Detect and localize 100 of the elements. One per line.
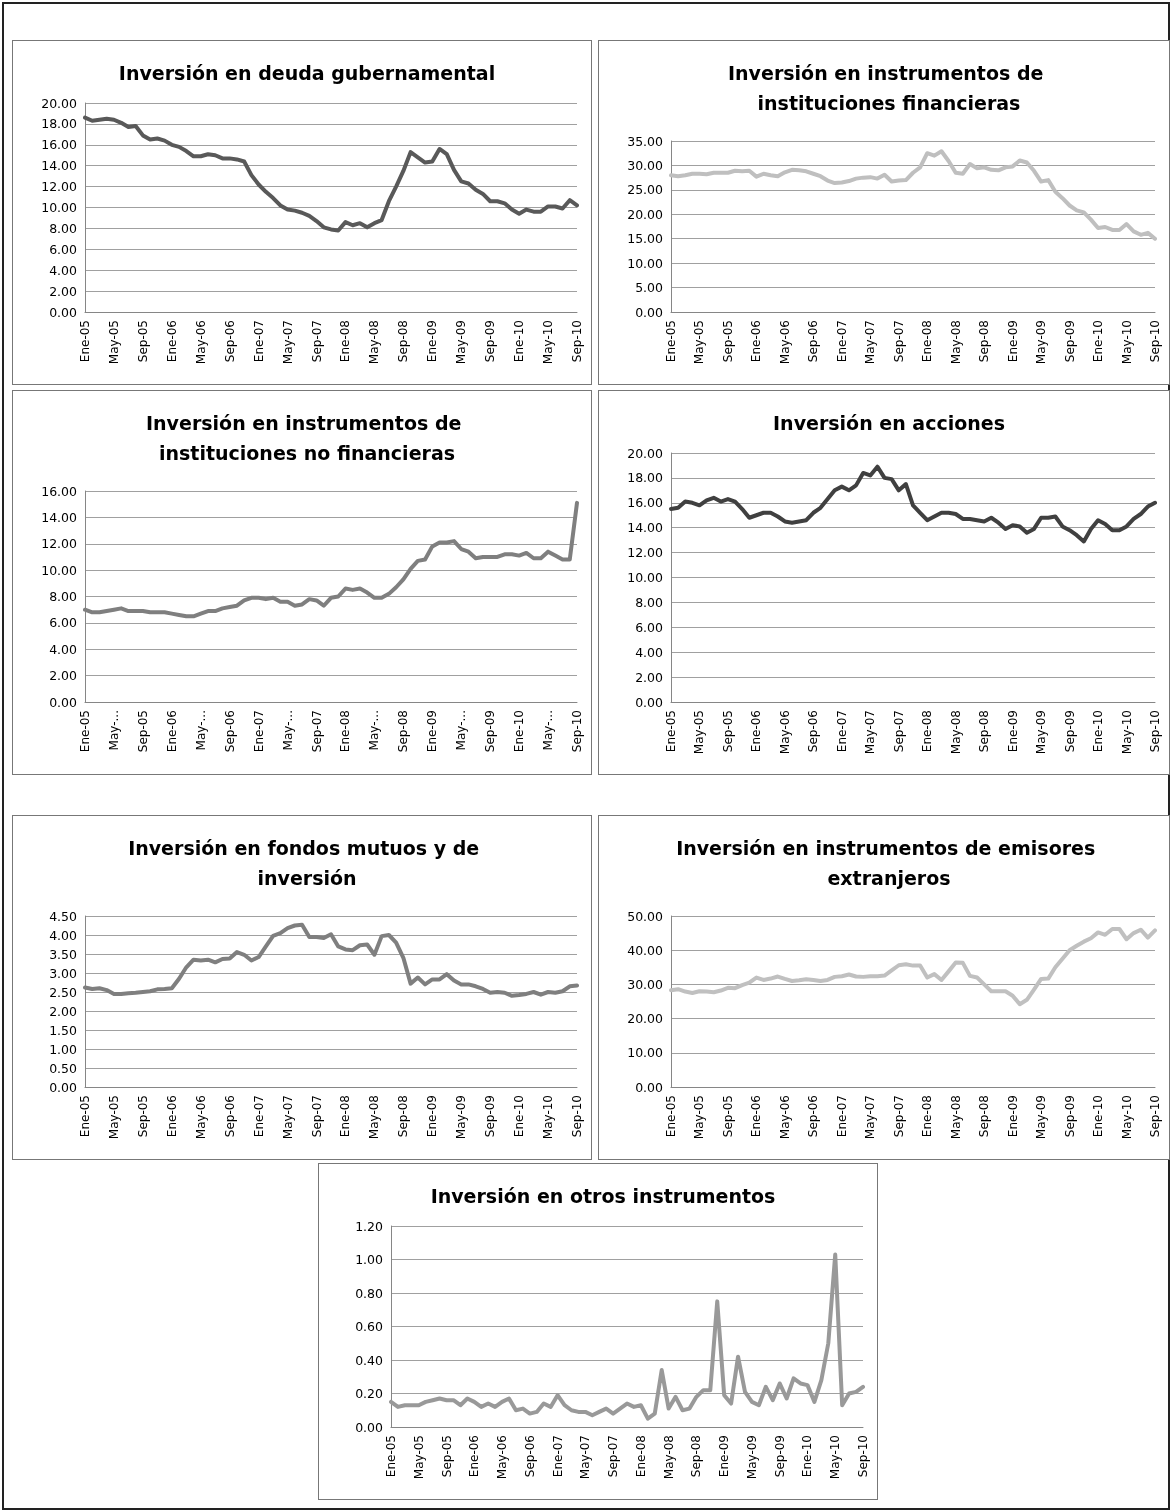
x-tick-label: May-... xyxy=(541,710,556,751)
x-tick-label: Sep-07 xyxy=(891,710,906,753)
x-tick-label: Sep-10 xyxy=(1148,320,1162,363)
x-tick-label: Ene-06 xyxy=(164,320,179,363)
x-tick-label: Sep-05 xyxy=(720,710,735,753)
x-tick-label: May-08 xyxy=(948,1095,963,1140)
x-tick-label: Ene-09 xyxy=(1005,710,1020,753)
y-tick-label: 8.00 xyxy=(49,220,78,236)
y-tick-label: 0.50 xyxy=(49,1060,78,1076)
x-tick-label: Ene-07 xyxy=(834,1095,849,1138)
y-tick-label: 4.00 xyxy=(49,262,78,278)
x-tick-label: May-05 xyxy=(106,1095,121,1140)
x-tick-label: Sep-06 xyxy=(806,710,821,753)
y-tick-label: 0.00 xyxy=(49,694,78,710)
y-tick-label: 2.50 xyxy=(49,984,78,1000)
x-tick-label: Ene-08 xyxy=(920,320,935,363)
y-tick-label: 6.00 xyxy=(635,619,664,635)
y-tick-label: 0.40 xyxy=(355,1352,384,1368)
x-tick-label: May-09 xyxy=(454,320,469,365)
x-tick-label: May-10 xyxy=(1119,320,1134,365)
x-tick-label: Ene-08 xyxy=(920,710,935,753)
x-tick-label: May-... xyxy=(280,710,295,751)
y-tick-label: 1.20 xyxy=(355,1218,384,1234)
x-tick-label: May-07 xyxy=(280,1095,295,1140)
x-tick-label: Sep-05 xyxy=(439,1435,454,1478)
x-tick-label: May-06 xyxy=(777,710,792,755)
x-tick-label: Ene-05 xyxy=(384,1435,398,1478)
x-tick-label: May-09 xyxy=(744,1435,759,1480)
y-tick-label: 16.00 xyxy=(41,137,78,153)
x-tick-label: Sep-10 xyxy=(570,320,584,363)
x-tick-label: May-06 xyxy=(193,1095,208,1140)
y-tick-label: 20.00 xyxy=(627,206,664,222)
x-tick-label: May-... xyxy=(454,710,469,751)
x-tick-label: May-06 xyxy=(193,320,208,365)
y-tick-label: 4.00 xyxy=(49,927,78,943)
x-tick-label: May-05 xyxy=(411,1435,426,1480)
x-tick-label: May-09 xyxy=(1034,1095,1049,1140)
x-tick-label: Ene-10 xyxy=(800,1435,815,1478)
x-tick-label: Sep-09 xyxy=(483,1095,498,1138)
x-tick-label: Sep-06 xyxy=(806,320,821,363)
chart-title: Inversión en instrumentos de instituciones no financieras xyxy=(146,412,468,464)
x-tick-label: May-10 xyxy=(1119,710,1134,755)
x-tick-label: May-08 xyxy=(367,320,382,365)
x-tick-label: May-07 xyxy=(863,320,878,365)
x-tick-label: May-10 xyxy=(541,1095,556,1140)
x-tick-label: Ene-05 xyxy=(664,1095,678,1138)
y-tick-label: 35.00 xyxy=(627,133,664,149)
x-tick-label: Ene-09 xyxy=(1005,1095,1020,1138)
y-tick-label: 16.00 xyxy=(41,483,78,499)
x-tick-label: May-05 xyxy=(692,710,707,755)
y-tick-label: 3.00 xyxy=(49,965,78,981)
x-tick-label: May-05 xyxy=(106,320,121,365)
x-tick-label: Ene-06 xyxy=(164,1095,179,1138)
y-tick-label: 30.00 xyxy=(627,157,664,173)
x-tick-label: Ene-08 xyxy=(633,1435,648,1478)
x-tick-label: May-07 xyxy=(578,1435,593,1480)
x-tick-label: Sep-08 xyxy=(396,320,411,363)
x-tick-label: Sep-08 xyxy=(689,1435,704,1478)
y-tick-label: 2.00 xyxy=(49,1003,78,1019)
x-tick-label: Ene-06 xyxy=(467,1435,482,1478)
x-tick-label: Ene-07 xyxy=(251,710,266,753)
x-tick-label: Ene-08 xyxy=(338,1095,353,1138)
x-tick-label: Sep-08 xyxy=(396,710,411,753)
x-tick-label: Ene-06 xyxy=(749,1095,764,1138)
y-tick-label: 4.00 xyxy=(49,641,78,657)
y-tick-label: 8.00 xyxy=(635,594,664,610)
y-tick-label: 2.00 xyxy=(49,668,78,684)
y-tick-label: 4.50 xyxy=(49,908,78,924)
y-tick-label: 3.50 xyxy=(49,946,78,962)
y-tick-label: 40.00 xyxy=(627,942,664,958)
x-tick-label: Sep-06 xyxy=(222,710,237,753)
x-tick-label: May-09 xyxy=(1034,710,1049,755)
x-tick-label: May-10 xyxy=(828,1435,843,1480)
x-tick-label: May-... xyxy=(193,710,208,751)
x-tick-label: Ene-06 xyxy=(749,710,764,753)
y-tick-label: 20.00 xyxy=(627,445,664,461)
x-tick-label: May-06 xyxy=(495,1435,510,1480)
x-tick-label: Sep-06 xyxy=(522,1435,537,1478)
x-tick-label: Sep-10 xyxy=(856,1435,870,1478)
x-tick-label: Sep-07 xyxy=(309,320,324,363)
x-tick-label: Sep-10 xyxy=(570,710,584,753)
x-tick-label: Sep-09 xyxy=(1062,710,1077,753)
y-tick-label: 0.00 xyxy=(355,1419,384,1435)
y-tick-label: 0.00 xyxy=(635,304,664,320)
y-tick-label: 2.00 xyxy=(49,283,78,299)
x-tick-label: May-10 xyxy=(1119,1095,1134,1140)
y-tick-label: 0.60 xyxy=(355,1319,384,1334)
x-tick-label: Ene-09 xyxy=(425,710,440,753)
chart-title: Inversión en otros instrumentos xyxy=(430,1185,776,1207)
x-tick-label: Sep-09 xyxy=(772,1435,787,1478)
y-tick-label: 20.00 xyxy=(627,1011,664,1027)
x-tick-label: May-... xyxy=(106,710,121,751)
x-tick-label: Sep-08 xyxy=(977,1095,992,1138)
x-tick-label: Ene-05 xyxy=(78,320,92,363)
x-tick-label: May-08 xyxy=(367,1095,382,1140)
line-series xyxy=(669,927,1157,1007)
x-tick-label: Ene-09 xyxy=(425,1095,440,1138)
y-tick-label: 10.00 xyxy=(41,200,78,215)
x-tick-label: Sep-08 xyxy=(396,1095,411,1138)
x-tick-label: May-10 xyxy=(541,320,556,365)
